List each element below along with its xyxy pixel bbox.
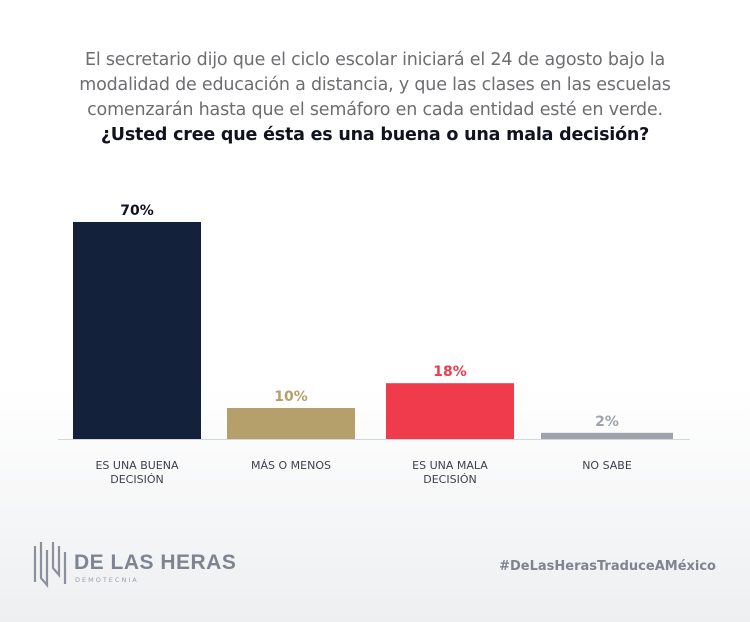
brand-subtitle: DEMOTECNIA: [75, 576, 139, 584]
data-label-1: 10%: [274, 389, 308, 405]
bar-1: [227, 408, 355, 439]
question-block: El secretario dijo que el ciclo escolar …: [20, 48, 730, 148]
data-label-3: 2%: [595, 414, 619, 430]
bar-2: [386, 383, 514, 439]
intro-line-3: comenzarán hasta que el semáforo en cada…: [87, 100, 663, 120]
category-label-3-0: NO SABE: [582, 459, 632, 472]
question-text: ¿Usted cree que ésta es una buena o una …: [100, 125, 650, 145]
intro-line-1: El secretario dijo que el ciclo escolar …: [85, 50, 665, 70]
data-label-0: 70%: [120, 203, 154, 219]
hashtag: #DeLasHerasTraduceAMéxico: [499, 559, 716, 574]
category-label-0-0: ES UNA BUENA: [95, 459, 179, 472]
category-label-2-0: ES UNA MALA: [412, 459, 488, 472]
category-label-1-0: MÁS O MENOS: [251, 459, 331, 472]
data-label-2: 18%: [433, 364, 467, 380]
bar-3: [541, 432, 673, 439]
brand-name: DE LAS HERAS: [74, 551, 237, 574]
bar-0: [73, 222, 201, 439]
category-label-2-1: DECISIÓN: [423, 473, 476, 486]
de-las-heras-logo-icon: [33, 542, 67, 588]
category-label-0-1: DECISIÓN: [110, 473, 163, 486]
intro-line-2: modalidad de educación a distancia, y qu…: [79, 75, 671, 95]
